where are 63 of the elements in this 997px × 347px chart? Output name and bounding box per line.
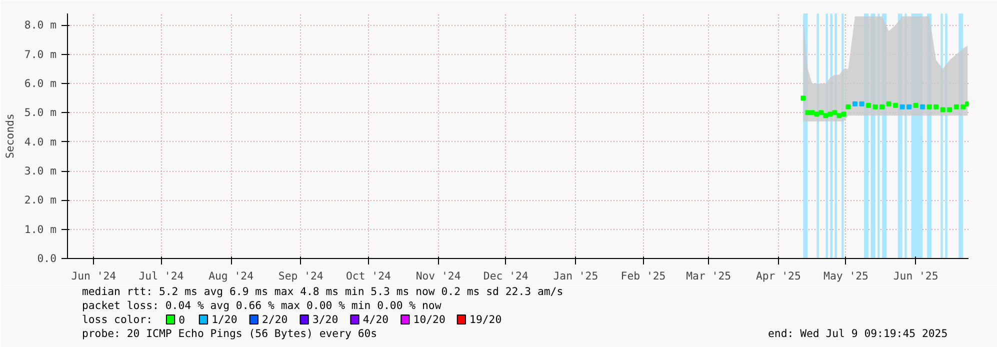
point [810, 110, 815, 116]
y-tick-label: 2.0 m [24, 194, 56, 207]
legend-label: 19/20 [470, 313, 502, 326]
y-tick-label: 3.0 m [24, 164, 56, 178]
point [836, 113, 842, 118]
point [866, 102, 872, 108]
point [893, 102, 898, 108]
point [906, 104, 912, 110]
legend-label: 0 [178, 314, 186, 326]
point [960, 104, 966, 110]
point [913, 102, 918, 108]
point [900, 104, 905, 110]
point [859, 101, 864, 106]
legend-label: 3/20 [312, 313, 338, 326]
legend-label: 10/20 [413, 313, 446, 326]
x-tick-label: May '25 [824, 270, 868, 282]
point [947, 107, 952, 112]
y-tick-label: 4.0 m [24, 135, 56, 148]
x-tick-label: Apr '25 [756, 270, 801, 282]
point [818, 110, 824, 116]
x-tick-label: Jul '24 [138, 270, 184, 282]
y-tick-label: 0.0 [37, 252, 57, 265]
y-tick-label: 5.0 m [24, 106, 56, 120]
point [823, 113, 828, 118]
x-tick-label: Jun '25 [893, 270, 938, 282]
point [880, 104, 885, 110]
x-tick-label: Jan '25 [553, 270, 598, 282]
point [886, 101, 892, 106]
point [828, 112, 833, 117]
point [800, 96, 806, 101]
text: end: Wed Jul 9 09:19:45 2025 [768, 327, 948, 340]
legend-label: 1/20 [212, 313, 238, 326]
point [926, 104, 932, 110]
point [934, 104, 939, 110]
y-tick-label: 8.0 m [24, 18, 56, 32]
point [954, 104, 959, 110]
point [920, 104, 926, 110]
point [832, 110, 838, 116]
y-tick-label: 6.0 m [24, 77, 56, 90]
point [872, 104, 878, 110]
y-tick-label: 1.0 m [24, 222, 56, 236]
legend-label: 4/20 [362, 313, 389, 326]
point [940, 107, 946, 112]
x-tick-label: Sep '24 [278, 270, 324, 282]
x-tick-label: Feb '25 [620, 270, 666, 282]
x-tick-label: Aug '24 [208, 270, 254, 282]
legend-label: 2/20 [262, 313, 288, 326]
x-tick-label: Dec '24 [483, 270, 528, 282]
point [805, 110, 810, 116]
x-tick-label: Nov '24 [416, 270, 461, 282]
y-axis-title: Seconds [3, 114, 16, 158]
legend-title: loss color: [82, 313, 153, 326]
text: probe: 20 ICMP Echo Pings (56 Bytes) every 60s [82, 327, 378, 340]
point [841, 112, 846, 117]
text: packet loss: 0.04 % avg 0.66 % max 0.00 % min 0.00 % now [82, 299, 442, 312]
x-tick-label: Oct '24 [346, 270, 391, 282]
point [852, 101, 858, 106]
point [814, 112, 820, 117]
y-tick-label: 7.0 m [24, 48, 56, 61]
point [846, 104, 851, 110]
text: median rtt: 5.2 ms avg 6.9 ms max 4.8 ms min 5.3 ms now 0.2 ms sd 22.3 am/s [82, 285, 564, 298]
x-tick-label: Mar '25 [686, 270, 732, 282]
x-tick-label: Jun '24 [71, 270, 116, 282]
